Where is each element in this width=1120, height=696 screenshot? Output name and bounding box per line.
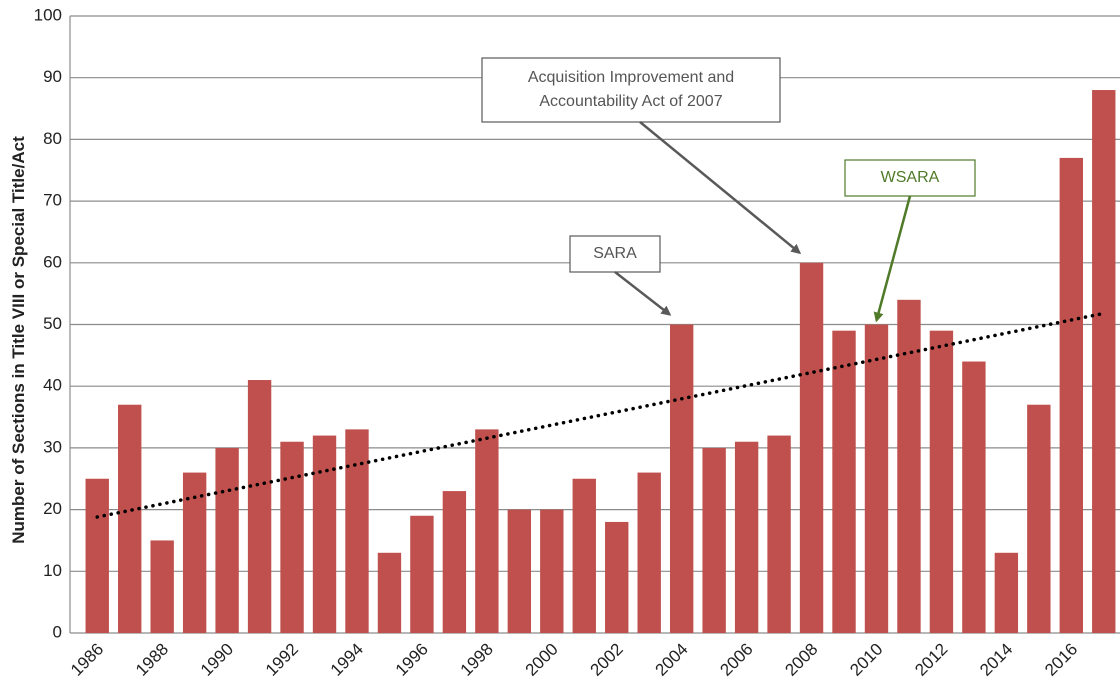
bar <box>312 435 337 633</box>
x-tick-label: 2000 <box>522 640 562 680</box>
annotation: Acquisition Improvement and Accountabilit… <box>481 57 802 255</box>
bar <box>118 404 142 633</box>
annotation-box <box>481 57 781 123</box>
bar <box>832 330 856 633</box>
bar <box>150 540 174 633</box>
y-axis-label: Number of Sections in Title VIII or Spec… <box>9 136 28 544</box>
annotation-text: Acquisition Improvement and <box>528 69 734 86</box>
bar <box>572 478 596 633</box>
x-tick-label: 1986 <box>67 640 107 680</box>
y-tick-label: 40 <box>43 376 62 395</box>
bar <box>280 441 304 633</box>
x-tick-label: 2010 <box>846 640 886 680</box>
annotation-text: Accountability Act of 2007 <box>539 93 722 110</box>
bar <box>897 299 921 633</box>
bar <box>475 429 499 633</box>
y-tick-label: 30 <box>43 437 62 456</box>
annotation-arrow <box>873 195 912 323</box>
annotation: SARA <box>569 235 672 316</box>
annotation-arrow <box>639 121 802 255</box>
bar <box>182 472 207 633</box>
bar <box>507 509 532 633</box>
x-tick-label: 2016 <box>1041 640 1081 680</box>
trend-line <box>95 311 1106 519</box>
y-tick-label: 50 <box>43 314 62 333</box>
bar <box>605 521 629 633</box>
bar <box>864 324 889 633</box>
x-tick-label: 2006 <box>716 640 756 680</box>
y-tick-label: 80 <box>43 129 62 148</box>
bar <box>345 429 369 633</box>
y-tick-label: 70 <box>43 191 62 210</box>
annotation-box <box>844 159 976 197</box>
bar <box>929 330 954 633</box>
bar <box>247 380 272 633</box>
x-tick-label: 1990 <box>197 640 237 680</box>
bar <box>377 552 402 633</box>
x-tick-label: 1988 <box>132 640 172 680</box>
x-tick-label: 1996 <box>392 640 432 680</box>
y-tick-label: 60 <box>43 252 62 271</box>
y-tick-label: 0 <box>53 622 62 641</box>
bar <box>1092 90 1116 634</box>
annotation: WSARA <box>844 159 976 323</box>
x-tick-label: 1998 <box>457 640 497 680</box>
bar <box>85 478 109 633</box>
annotation-text: WSARA <box>881 169 940 186</box>
bar <box>962 361 986 633</box>
bar <box>767 435 791 633</box>
annotation-text: SARA <box>593 245 637 262</box>
x-tick-label: 1994 <box>327 640 367 680</box>
bar <box>637 472 661 633</box>
x-tick-label: 2002 <box>587 640 627 680</box>
bar <box>799 262 824 633</box>
x-tick-label: 2004 <box>651 640 691 680</box>
bar <box>442 491 467 633</box>
y-tick-label: 100 <box>34 5 62 24</box>
bar <box>702 447 726 633</box>
y-tick-label: 10 <box>43 561 62 580</box>
annotation-arrow <box>614 271 672 316</box>
x-tick-label: 2008 <box>781 640 821 680</box>
bar <box>994 552 1019 633</box>
bar <box>1027 404 1051 633</box>
bar <box>410 515 434 633</box>
x-tick-label: 2014 <box>976 640 1016 680</box>
x-tick-label: 1992 <box>262 640 302 680</box>
y-tick-label: 90 <box>43 67 62 86</box>
bar <box>1059 157 1083 633</box>
bar <box>540 509 564 633</box>
bar <box>215 447 239 633</box>
bar <box>734 441 759 633</box>
annotation-box <box>569 235 661 273</box>
bar <box>669 324 694 633</box>
x-tick-label: 2012 <box>911 640 951 680</box>
y-tick-label: 20 <box>43 499 62 518</box>
